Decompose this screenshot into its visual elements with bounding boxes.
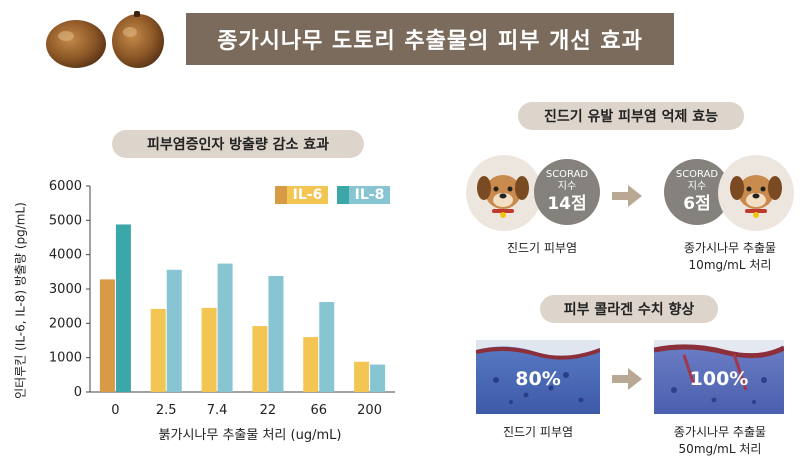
bar-il-8-1: [166, 269, 182, 392]
legend-il8-bg: [349, 186, 390, 204]
bar-il-6-1: [150, 308, 166, 392]
legend-il8-swatch: [337, 186, 349, 204]
collagen-before-value: 80%: [515, 368, 561, 390]
scorad-after-caption-line1: 종가시나무 추출물: [683, 241, 777, 255]
dog-icon: [730, 175, 782, 218]
y-tick-label: 1000: [49, 351, 82, 366]
legend-il6-swatch: [275, 186, 287, 204]
dog-icon: [477, 175, 529, 218]
bar-chart: 0 1000 2000 3000 4000 5000 6000 0 2.5 7.4 22 66 200: [49, 179, 395, 418]
scorad-value: 14점: [547, 194, 587, 214]
scorad-before-badge: SCORAD 지수 14점: [534, 159, 600, 225]
chart-heading: 피부염증인자 방출량 감소 효과: [112, 130, 364, 158]
page-title: 종가시나무 도토리 추출물의 피부 개선 효과: [186, 13, 674, 65]
bar-il-6-0: [99, 279, 115, 392]
y-tick-label: 4000: [49, 248, 82, 263]
x-tick-label: 200: [357, 403, 382, 418]
x-tick-label: 66: [310, 403, 327, 418]
x-tick-label: 2.5: [156, 403, 177, 418]
scorad-unit: 지수: [557, 181, 577, 192]
x-axis-label: 붉가시나무 추출물 처리 (ug/mL): [158, 428, 342, 443]
legend-il6-label: IL-6: [292, 187, 323, 203]
scorad-heading: 진드기 유발 피부염 억제 효능: [518, 102, 744, 130]
arrow-right-icon: [612, 185, 642, 207]
scorad-after-caption-line2: 10mg/mL 처리: [688, 258, 772, 272]
bar-il-6-2: [201, 307, 217, 392]
x-tick-label: 7.4: [207, 403, 228, 418]
y-tick-label: 2000: [49, 316, 82, 331]
legend-il6-bg: [287, 186, 328, 204]
bar-il-6-5: [354, 361, 370, 392]
scorad-unit: 지수: [687, 181, 707, 192]
scorad-before-caption: 진드기 피부염: [506, 241, 578, 255]
y-tick-label: 6000: [49, 179, 82, 194]
collagen-after-value: 100%: [689, 368, 749, 390]
chart-axes: [86, 185, 395, 393]
legend-il8-label: IL-8: [354, 187, 385, 203]
bar-il-8-3: [268, 275, 284, 392]
arrow-right-icon: [612, 368, 642, 390]
y-tick-label: 0: [74, 385, 82, 400]
scorad-value: 6점: [683, 194, 711, 214]
bar-il-6-3: [252, 326, 268, 392]
y-axis-label: 인터루킨 (IL-6, IL-8) 방출량 (pg/mL): [13, 202, 28, 399]
tissue-image: [654, 340, 784, 414]
collagen-heading: 피부 콜라겐 수치 향상: [540, 295, 718, 323]
x-tick-label: 22: [260, 403, 277, 418]
bar-il-8-2: [217, 263, 233, 392]
y-tick-label: 5000: [49, 213, 82, 228]
scorad-label: SCORAD: [545, 169, 589, 180]
acorn-icon: [46, 11, 164, 68]
scorad-after-caption: 종가시나무 추출물 10mg/mL 처리: [660, 240, 800, 274]
bar-il-8-0: [115, 224, 131, 392]
collagen-after-caption-line1: 종가시나무 추출물: [673, 425, 767, 439]
x-tick-label: 0: [111, 403, 119, 418]
tissue-image: [476, 340, 600, 414]
scorad-label: SCORAD: [675, 169, 719, 180]
collagen-after-caption-line2: 50mg/mL 처리: [678, 442, 762, 456]
bar-il-6-4: [303, 337, 319, 392]
bar-il-8-5: [370, 364, 386, 392]
legend-il6: IL-6: [275, 186, 328, 204]
collagen-after-caption: 종가시나무 추출물 50mg/mL 처리: [650, 424, 790, 458]
collagen-before-caption: 진드기 피부염: [502, 425, 574, 439]
chart-bars: [99, 224, 386, 392]
y-tick-label: 3000: [49, 282, 82, 297]
legend-il8: IL-8: [337, 186, 390, 204]
bar-il-8-4: [319, 302, 335, 392]
chart-labels: 0 1000 2000 3000 4000 5000 6000 0 2.5 7.4 22 66 200: [49, 179, 382, 418]
